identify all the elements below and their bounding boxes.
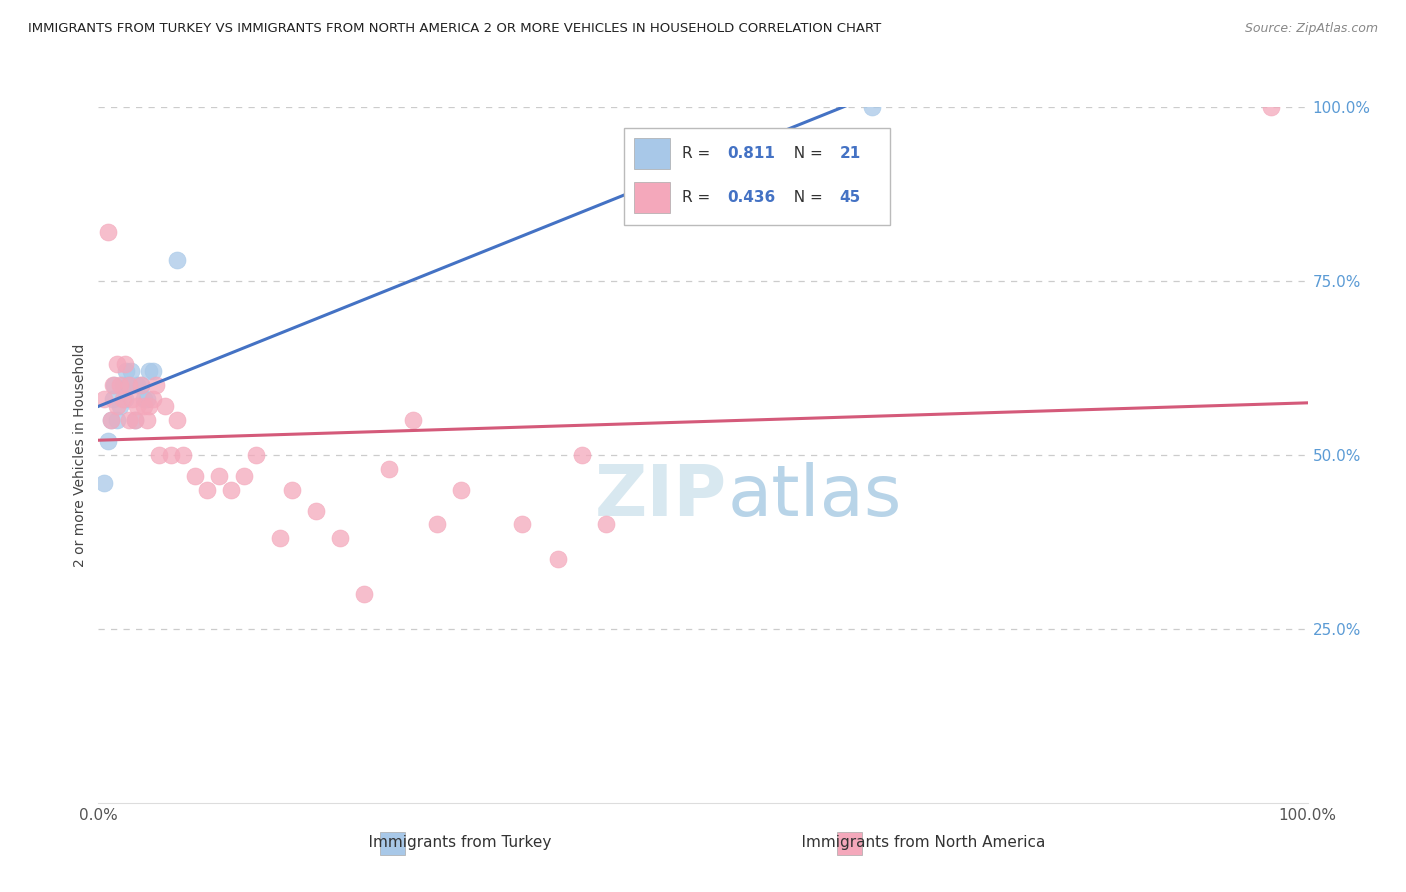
Point [305, 503, 328, 517]
Point [134, 392, 156, 407]
Bar [837, 832, 862, 855]
Point [138, 399, 160, 413]
Point [138, 364, 160, 378]
Point [118, 378, 141, 392]
Point [124, 413, 146, 427]
Point [135, 392, 157, 407]
Point [160, 448, 183, 462]
Y-axis label: 2 or more Vehicles in Household: 2 or more Vehicles in Household [73, 343, 87, 566]
Bar [634, 182, 671, 213]
Point [510, 517, 533, 532]
Text: Immigrants from Turkey: Immigrants from Turkey [349, 836, 551, 850]
Text: ZIP: ZIP [595, 462, 727, 531]
Text: Immigrants from North America: Immigrants from North America [782, 836, 1046, 850]
Point [153, 399, 176, 413]
Point [353, 587, 375, 601]
Point [377, 462, 399, 476]
Point [127, 399, 149, 413]
Point [547, 552, 569, 566]
Text: 0.811: 0.811 [727, 146, 775, 161]
Point [166, 413, 188, 427]
Point [184, 468, 207, 483]
Point [450, 483, 472, 497]
Text: N =: N = [785, 146, 828, 161]
Point [93, 475, 115, 490]
Point [142, 392, 165, 407]
Point [595, 517, 617, 532]
Point [860, 100, 883, 114]
Point [148, 448, 170, 462]
Point [329, 532, 352, 546]
Text: R =: R = [682, 190, 716, 205]
Point [105, 399, 128, 413]
Point [221, 483, 243, 497]
Point [111, 378, 134, 392]
Text: atlas: atlas [727, 462, 901, 531]
Text: N =: N = [785, 190, 828, 205]
Point [93, 392, 115, 407]
Point [114, 358, 136, 372]
Point [172, 448, 194, 462]
Point [232, 468, 254, 483]
Text: R =: R = [682, 146, 716, 161]
Point [195, 483, 218, 497]
Point [142, 364, 165, 378]
Text: 0.436: 0.436 [727, 190, 776, 205]
Point [245, 448, 267, 462]
Point [208, 468, 231, 483]
Bar [634, 138, 671, 169]
Point [134, 399, 156, 413]
Point [97, 434, 120, 448]
Point [103, 378, 125, 392]
Point [166, 253, 188, 268]
Point [105, 358, 128, 372]
Point [281, 483, 304, 497]
Text: IMMIGRANTS FROM TURKEY VS IMMIGRANTS FROM NORTH AMERICA 2 OR MORE VEHICLES IN HO: IMMIGRANTS FROM TURKEY VS IMMIGRANTS FRO… [28, 22, 882, 36]
Point [124, 413, 146, 427]
Bar [380, 832, 405, 855]
Bar [624, 128, 890, 226]
Point [105, 413, 128, 427]
Point [118, 378, 141, 392]
Point [111, 392, 134, 407]
Point [129, 378, 152, 392]
Point [269, 532, 291, 546]
Point [571, 448, 593, 462]
Point [97, 225, 120, 239]
Point [145, 378, 167, 392]
Point [426, 517, 449, 532]
Point [108, 399, 131, 413]
Point [115, 364, 138, 378]
Point [121, 392, 143, 407]
Point [135, 413, 157, 427]
Text: 21: 21 [839, 146, 860, 161]
Point [108, 378, 131, 392]
Point [100, 413, 122, 427]
Point [402, 413, 425, 427]
Point [127, 378, 149, 392]
Text: 45: 45 [839, 190, 860, 205]
Point [129, 378, 152, 392]
Point [118, 413, 141, 427]
Point [120, 364, 142, 378]
Point [100, 413, 122, 427]
Point [1260, 100, 1282, 114]
Point [101, 392, 124, 407]
Point [101, 378, 124, 392]
Point [114, 392, 136, 407]
Text: Source: ZipAtlas.com: Source: ZipAtlas.com [1244, 22, 1378, 36]
